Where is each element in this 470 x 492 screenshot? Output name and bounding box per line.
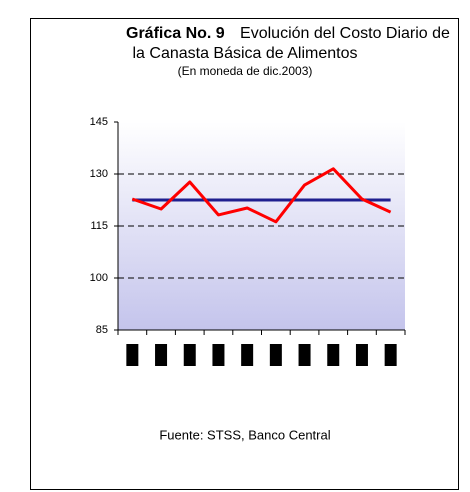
series-line — [131, 167, 392, 224]
chart-title-label: Gráfica No. 9 — [126, 25, 225, 42]
chart-title: la Canasta Básica de Alimentos — [132, 45, 357, 62]
x-label-block — [355, 344, 368, 366]
y-tick-label: 100 — [90, 272, 108, 284]
x-label-block — [298, 344, 311, 366]
y-tick-label: 115 — [90, 220, 108, 232]
x-label-block — [183, 344, 196, 366]
x-label-block — [384, 344, 397, 366]
y-tick-label: 130 — [90, 168, 108, 180]
x-label-block — [269, 344, 282, 366]
x-label-block — [155, 344, 168, 366]
x-label-block — [126, 344, 139, 366]
chart-subtitle: (En moneda de dic.2003) — [178, 64, 313, 78]
source: Fuente: STSS, Banco Central — [159, 427, 330, 442]
y-tick-label: 85 — [96, 324, 108, 336]
x-label-block — [241, 344, 254, 366]
y-tick-label: 145 — [90, 116, 108, 128]
x-label-block — [212, 344, 225, 366]
x-label-block — [327, 344, 340, 366]
chart-title: Evolución del Costo Diario de — [240, 25, 450, 42]
